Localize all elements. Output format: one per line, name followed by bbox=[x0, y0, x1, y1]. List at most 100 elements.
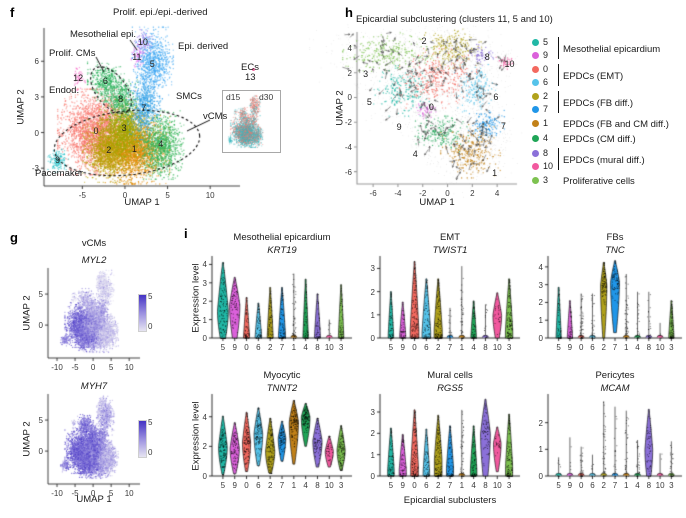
d15-label: d15 bbox=[226, 92, 241, 102]
i-plot-3-cat-1: 1 bbox=[291, 481, 297, 490]
i-plot-2-cat-8: 8 bbox=[646, 343, 652, 352]
f-x-tick-0: -5 bbox=[78, 191, 86, 200]
i-plot-1-ytick-3: 3 bbox=[370, 264, 375, 274]
f-annotation-7: Pacemaker bbox=[35, 168, 84, 179]
f-cluster-8-label: 8 bbox=[118, 94, 124, 105]
i-plot-2-cat-7: 7 bbox=[612, 343, 618, 352]
f-x-tick-1: 0 bbox=[122, 191, 128, 200]
f-y-tick-2: 0 bbox=[34, 128, 39, 138]
h-x-tick-3: 0 bbox=[445, 189, 450, 198]
g2-x-tick-1: -5 bbox=[71, 489, 79, 498]
h-x-tick-5: 4 bbox=[494, 189, 500, 198]
i-plot-4-cat-1: 1 bbox=[459, 481, 465, 490]
i-plot-1-cat-6: 6 bbox=[424, 343, 429, 352]
h-y-tick-3: -2 bbox=[344, 118, 352, 128]
legend-dot-cluster-9 bbox=[532, 52, 539, 59]
i-plot-2-cat-1: 1 bbox=[624, 343, 629, 352]
i-plot-3-cat-8: 8 bbox=[315, 481, 320, 490]
f-annotation-3: Prolif. CMs bbox=[49, 48, 96, 59]
f-annotation-2: Epi. derived bbox=[178, 41, 229, 52]
h-x-tick-2: -2 bbox=[419, 189, 427, 198]
h-y-tick-1: 2 bbox=[347, 68, 352, 78]
legend-number-3: 3 bbox=[543, 175, 549, 185]
i-plot-0-cat-2: 2 bbox=[267, 343, 273, 352]
i-plot-0-cat-6: 6 bbox=[256, 343, 261, 352]
i-plot-4-cat-10: 10 bbox=[492, 481, 502, 490]
h-cluster-7-label: 7 bbox=[500, 120, 506, 131]
i-plot-3-cat-4: 4 bbox=[303, 481, 308, 490]
h-cluster-10-label: 10 bbox=[504, 59, 515, 70]
legend-bracket bbox=[558, 37, 560, 59]
legend-dot-cluster-6 bbox=[532, 79, 539, 86]
legend-number-10: 10 bbox=[543, 161, 554, 171]
g2-y-tick-0: 5 bbox=[38, 416, 43, 426]
g2-x-tick-0: -10 bbox=[51, 489, 63, 498]
i-plot-1-cat-10: 10 bbox=[492, 343, 502, 352]
legend-dot-cluster-7 bbox=[532, 106, 539, 113]
i-plot-2-ytick-0: 0 bbox=[538, 334, 543, 343]
i-plot-4-ytick-3: 3 bbox=[370, 408, 375, 417]
i-plot-4-cat-9: 9 bbox=[400, 481, 405, 490]
i-plot-2-gene: TNC bbox=[605, 245, 625, 256]
i-plot-5-cat-4: 4 bbox=[635, 481, 640, 490]
i-plot-0-ytick-0: 0 bbox=[202, 334, 207, 343]
i-plot-0-cat-1: 1 bbox=[291, 343, 297, 352]
i-plot-3-cat-3: 3 bbox=[338, 481, 344, 490]
i-plot-3-cat-7: 7 bbox=[279, 481, 285, 490]
i-plot-0-cat-4: 4 bbox=[303, 343, 308, 352]
h-cluster-8-label: 8 bbox=[484, 51, 490, 62]
i-plot-3-ytick-2: 4 bbox=[202, 412, 207, 422]
f-cluster-10-label: 10 bbox=[137, 37, 148, 48]
h-cluster-6-label: 6 bbox=[493, 92, 499, 103]
i-plot-0-cat-7: 7 bbox=[279, 343, 285, 352]
i-plot-3-ytick-0: 0 bbox=[202, 472, 207, 481]
legend-dot-cluster-4 bbox=[532, 135, 539, 142]
i-plot-3-ytick-1: 2 bbox=[202, 442, 207, 452]
g2-y-tick-1: 0 bbox=[38, 447, 43, 457]
legend-number-1: 1 bbox=[543, 118, 549, 128]
h-cluster-4-label: 4 bbox=[412, 149, 418, 160]
i-plot-2-ytick-4: 4 bbox=[538, 262, 543, 272]
h-y-tick-4: -4 bbox=[344, 142, 352, 152]
i-plot-0-cat-3: 3 bbox=[338, 343, 344, 352]
f-cluster-9-label: 9 bbox=[55, 154, 61, 165]
legend-bracket bbox=[558, 91, 560, 113]
i-plot-2-cat-6: 6 bbox=[590, 343, 595, 352]
colorbar2-min-label: 0 bbox=[148, 448, 153, 457]
i-plot-4-cat-7: 7 bbox=[447, 481, 453, 490]
h-cluster-5-label: 5 bbox=[366, 97, 372, 108]
g1-x-tick-0: -10 bbox=[51, 363, 63, 372]
expression-colorbar-2 bbox=[138, 420, 147, 458]
g-gene-myl2: MYL2 bbox=[81, 255, 107, 266]
h-y-tick-0: 4 bbox=[347, 44, 352, 54]
i-plot-2-ytick-1: 1 bbox=[538, 316, 543, 326]
legend-label-4: EPDCs (CM diff.) bbox=[563, 134, 636, 145]
legend-number-0: 0 bbox=[543, 64, 549, 74]
h-y-tick-2: 0 bbox=[347, 93, 352, 103]
i-plot-4-cat-6: 6 bbox=[424, 481, 429, 490]
i-plot-3-cat-9: 9 bbox=[232, 481, 237, 490]
i-plot-1-cat-3: 3 bbox=[506, 343, 512, 352]
i-plot-1-cat-2: 2 bbox=[435, 343, 441, 352]
i-plot-0-ytick-4: 4 bbox=[202, 260, 207, 270]
i-plot-3-title: Myocytic bbox=[263, 370, 301, 381]
i-plot-1-ytick-2: 2 bbox=[370, 287, 375, 297]
g1-x-tick-3: 5 bbox=[108, 363, 114, 372]
legend-dot-cluster-2 bbox=[532, 93, 539, 100]
i-plot-4-cat-0: 0 bbox=[412, 481, 417, 490]
i-plot-2-cat-3: 3 bbox=[669, 343, 674, 352]
f-annotation-8: ECs bbox=[241, 62, 259, 73]
legend-label-6: Proliferative cells bbox=[563, 176, 635, 187]
f-cluster-2-label: 2 bbox=[106, 145, 112, 156]
h-x-tick-0: -6 bbox=[369, 189, 377, 198]
f-annotation-4: Endod. bbox=[49, 85, 80, 96]
cluster-13-dot bbox=[252, 68, 255, 71]
i-plot-5-gene: MCAM bbox=[600, 383, 630, 394]
f-annotation-1: Mesothelial epi. bbox=[70, 29, 137, 40]
i-plot-1-cat-5: 5 bbox=[388, 343, 394, 352]
g-x-axis-label: UMAP 1 bbox=[76, 494, 112, 505]
i-plot-2-ytick-3: 3 bbox=[538, 280, 543, 290]
i-plot-4-title: Mural cells bbox=[427, 370, 473, 381]
legend-label-5: EPDCs (mural diff.) bbox=[563, 155, 645, 166]
g-title: vCMs bbox=[81, 238, 107, 249]
